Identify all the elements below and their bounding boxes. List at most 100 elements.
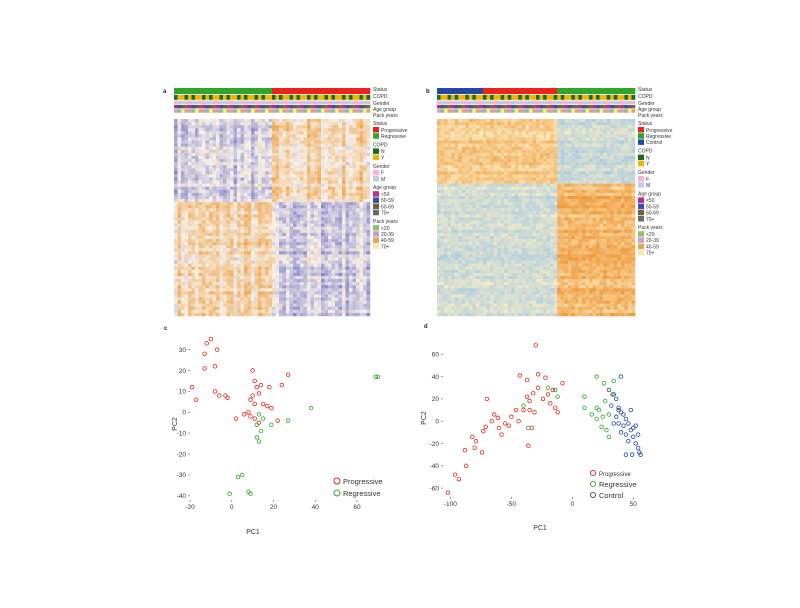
- heatmap-cell: [507, 134, 512, 138]
- heatmap-cell: [296, 183, 301, 187]
- heatmap-cell: [258, 199, 262, 203]
- heatmap-cell: [209, 217, 213, 221]
- heatmap-cell: [578, 137, 583, 141]
- annotation-gender-cell: [581, 100, 586, 105]
- heatmap-cell: [184, 223, 189, 227]
- heatmap-cell: [195, 269, 199, 274]
- heatmap-cell: [237, 257, 241, 261]
- heatmap-cell: [181, 309, 185, 314]
- heatmap-cell: [300, 266, 304, 271]
- heatmap-cell: [328, 303, 332, 308]
- heatmap-cell: [230, 229, 234, 234]
- heatmap-cell: [230, 294, 234, 298]
- heatmap-cell: [300, 143, 304, 147]
- heatmap-cell: [230, 146, 234, 151]
- heatmap-cell: [345, 254, 350, 258]
- heatmap-cell: [328, 199, 332, 203]
- heatmap-cell: [279, 137, 283, 141]
- heatmap-cell: [539, 149, 544, 154]
- annotation-age-cell: [202, 104, 206, 109]
- heatmap-cell: [195, 309, 199, 314]
- heatmap-cell: [345, 312, 350, 317]
- heatmap-cell: [300, 202, 304, 206]
- heatmap-cell: [279, 122, 283, 126]
- annotation-age-cell: [321, 104, 325, 109]
- heatmap-cell: [293, 275, 297, 280]
- heatmap-cell: [202, 269, 206, 274]
- heatmap-cell: [195, 122, 199, 126]
- heatmap-cell: [268, 165, 273, 169]
- heatmap-cell: [345, 180, 350, 184]
- annotation-age-cell: [493, 104, 498, 109]
- legend-item-label: 70+: [381, 211, 390, 217]
- heatmap-cell: [356, 232, 360, 237]
- heatmap-cell: [532, 125, 537, 129]
- heatmap-cell: [338, 257, 343, 261]
- heatmap-cell: [571, 140, 576, 144]
- heatmap-cell: [366, 155, 371, 160]
- heatmap-cell: [317, 128, 322, 132]
- heatmap-cell: [328, 143, 332, 147]
- heatmap-cell: [314, 239, 318, 243]
- heatmap-cell: [321, 168, 325, 172]
- heatmap-cell: [261, 131, 266, 135]
- heatmap-cell: [233, 229, 238, 234]
- heatmap-cell: [205, 143, 210, 147]
- heatmap-cell: [504, 125, 508, 129]
- annotation-gender-cell: [546, 100, 551, 105]
- heatmap-cell: [321, 260, 325, 264]
- heatmap-cell: [331, 235, 336, 240]
- heatmap-cell: [188, 291, 192, 295]
- heatmap-cell: [202, 125, 206, 129]
- heatmap-cell: [251, 235, 255, 240]
- annotation-copd-cell: [514, 94, 519, 100]
- heatmap-cell: [317, 134, 322, 138]
- heatmap-cell: [230, 285, 234, 289]
- heatmap-cell: [352, 128, 357, 132]
- heatmap-cell: [342, 214, 346, 218]
- annotation-gender-cell: [279, 100, 283, 105]
- heatmap-cell: [205, 300, 210, 304]
- heatmap-cell: [191, 272, 196, 277]
- heatmap-cell: [345, 208, 350, 212]
- heatmap-cell: [219, 242, 224, 246]
- heatmap-cell: [300, 254, 304, 258]
- heatmap-cell: [265, 220, 269, 224]
- heatmap-cell: [216, 162, 220, 166]
- heatmap-cell: [631, 122, 636, 126]
- heatmap-cell: [451, 140, 455, 144]
- heatmap-cell: [265, 199, 269, 203]
- heatmap-cell: [359, 251, 364, 255]
- heatmap-cell: [202, 202, 206, 206]
- heatmap-cell: [606, 155, 611, 160]
- heatmap-cell: [490, 119, 494, 123]
- heatmap-cell: [184, 189, 189, 194]
- heatmap-cell: [212, 134, 217, 138]
- annotation-status-cell: [589, 88, 593, 94]
- annotation-age-cell: [247, 104, 252, 109]
- heatmap-cell: [589, 134, 593, 138]
- heatmap-cell: [314, 282, 318, 286]
- heatmap-cell: [363, 297, 367, 301]
- heatmap-cell: [345, 125, 350, 129]
- heatmap-cell: [321, 143, 325, 147]
- heatmap-cell: [247, 149, 252, 154]
- heatmap-cell: [603, 140, 607, 144]
- heatmap-cell: [363, 143, 367, 147]
- heatmap-cell: [230, 260, 234, 264]
- heatmap-cell: [251, 226, 255, 231]
- heatmap-cell: [444, 162, 448, 166]
- heatmap-cell: [230, 266, 234, 271]
- heatmap-cell: [324, 251, 329, 255]
- heatmap-cell: [289, 260, 294, 264]
- heatmap-cell: [532, 131, 537, 135]
- heatmap-cell: [300, 134, 304, 138]
- heatmap-cell: [613, 149, 618, 154]
- heatmap-cell: [247, 143, 252, 147]
- heatmap-cell: [359, 220, 364, 224]
- heatmap-cell: [363, 214, 367, 218]
- heatmap-cell: [230, 232, 234, 237]
- annotation-status-cell: [265, 88, 269, 94]
- heatmap-cell: [272, 217, 276, 221]
- heatmap-cell: [205, 248, 210, 252]
